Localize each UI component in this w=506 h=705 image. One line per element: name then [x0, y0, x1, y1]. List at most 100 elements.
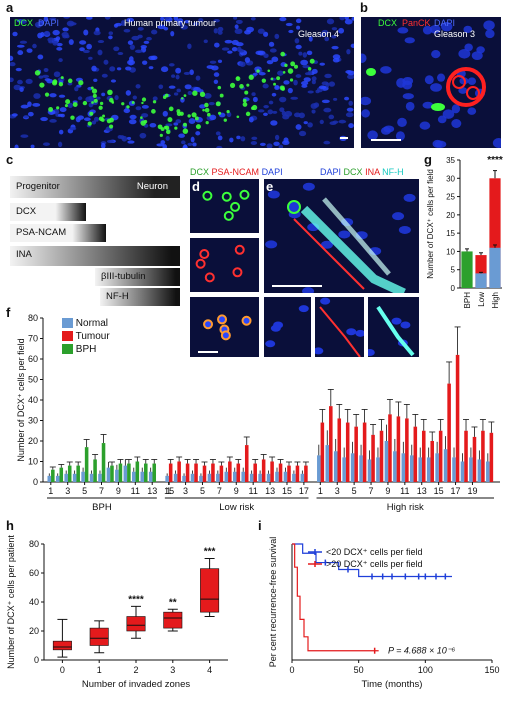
- nucleus: [235, 42, 244, 47]
- dcx-cell: [87, 121, 92, 126]
- y-tick-label: 10: [446, 247, 455, 256]
- panck-cell: [452, 75, 466, 89]
- nucleus: [332, 57, 340, 63]
- nucleus: [160, 140, 166, 145]
- dcx-cell: [159, 133, 163, 137]
- nucleus: [279, 96, 287, 103]
- panel-e-micrograph-2: [315, 297, 364, 357]
- nucleus: [192, 142, 197, 147]
- dcx-cell: [366, 68, 376, 76]
- nucleus: [156, 143, 165, 147]
- bar-tumour: [405, 418, 409, 482]
- dcx-cell: [78, 80, 84, 86]
- nucleus: [467, 77, 477, 85]
- nucleus: [158, 84, 164, 90]
- dcx-cell: [309, 58, 315, 64]
- x-tick-label: 3: [335, 486, 340, 496]
- bar-normal: [486, 461, 490, 482]
- nucleus: [137, 26, 144, 31]
- panel-d-stain-dcx: DCX: [190, 167, 210, 177]
- nucleus: [307, 122, 313, 128]
- panel-a-label: a: [6, 0, 14, 15]
- nucleus: [135, 84, 141, 89]
- marker-bar-b3-tubulin: βIII-tubulin: [95, 268, 180, 286]
- bar-normal: [443, 449, 448, 482]
- dcx-cell: [82, 100, 88, 106]
- dcx-cell: [229, 82, 236, 88]
- bar-normal: [72, 473, 77, 482]
- nucleus: [40, 31, 45, 38]
- bar-bph: [110, 465, 114, 482]
- nucleus: [266, 60, 274, 65]
- nucleus: [96, 96, 101, 100]
- nucleus: [119, 135, 125, 140]
- y-tick-label: 80: [28, 313, 38, 323]
- nucleus: [44, 30, 50, 36]
- nucleus: [27, 101, 32, 107]
- nucleus: [296, 25, 301, 30]
- bar-normal: [489, 247, 501, 288]
- bar-tumour: [244, 445, 249, 482]
- nucleus: [175, 67, 182, 74]
- panel-d-stain-psa: PSA-NCAM: [211, 167, 260, 177]
- nucleus: [346, 48, 351, 55]
- nucleus: [229, 137, 234, 143]
- scale-bar: [198, 351, 218, 353]
- nucleus: [395, 131, 405, 141]
- nucleus: [165, 136, 170, 141]
- nucleus: [302, 52, 308, 58]
- nucleus: [306, 50, 313, 56]
- x-tick-label: 5: [82, 486, 87, 496]
- nucleus: [451, 104, 461, 114]
- nucleus: [442, 109, 455, 119]
- nucleus: [451, 119, 462, 128]
- nucleus: [69, 126, 77, 131]
- merged-cell: [217, 314, 228, 325]
- nucleus: [274, 33, 280, 40]
- bar-tumour: [211, 463, 215, 482]
- nucleus: [216, 145, 223, 148]
- nucleus: [146, 36, 152, 41]
- bar-bph: [144, 463, 148, 482]
- bar-normal: [350, 453, 355, 482]
- dcx-cell: [141, 101, 144, 105]
- nucleus: [187, 90, 193, 96]
- bar-normal: [173, 473, 178, 482]
- nucleus: [175, 74, 180, 80]
- panel-d-label: d: [192, 179, 200, 194]
- bar-bph: [59, 467, 64, 482]
- marker-ina-label: INA: [16, 249, 32, 260]
- nucleus: [400, 321, 411, 329]
- bar-tumour: [228, 461, 232, 482]
- y-tick-label: 70: [28, 334, 38, 344]
- nucleus: [126, 136, 132, 140]
- nucleus: [278, 144, 284, 148]
- bar-bph: [152, 463, 157, 482]
- nucleus: [42, 74, 50, 79]
- bar-normal: [283, 471, 288, 482]
- nucleus: [163, 17, 170, 20]
- bar-normal: [165, 475, 169, 482]
- nucleus: [20, 134, 29, 138]
- bar-normal: [140, 471, 145, 482]
- bar-normal: [199, 475, 203, 482]
- nucleus: [49, 93, 57, 98]
- nucleus: [12, 31, 18, 37]
- nucleus: [236, 46, 242, 52]
- nucleus: [250, 140, 258, 145]
- bar-tumour: [388, 414, 392, 482]
- dcx-cell: [162, 95, 167, 99]
- bar-tumour: [481, 430, 485, 482]
- nucleus: [338, 230, 351, 239]
- nucleus: [338, 27, 345, 34]
- nucleus: [295, 124, 302, 130]
- x-tick-label: 150: [484, 665, 499, 675]
- dcx-cell: [98, 116, 104, 122]
- panel-b-grade: Gleason 3: [434, 29, 476, 39]
- nucleus: [319, 119, 324, 125]
- nucleus: [311, 79, 316, 85]
- nucleus: [265, 340, 276, 348]
- nucleus: [183, 71, 191, 75]
- legend-normal-swatch: [62, 318, 73, 329]
- nucleus: [346, 107, 354, 112]
